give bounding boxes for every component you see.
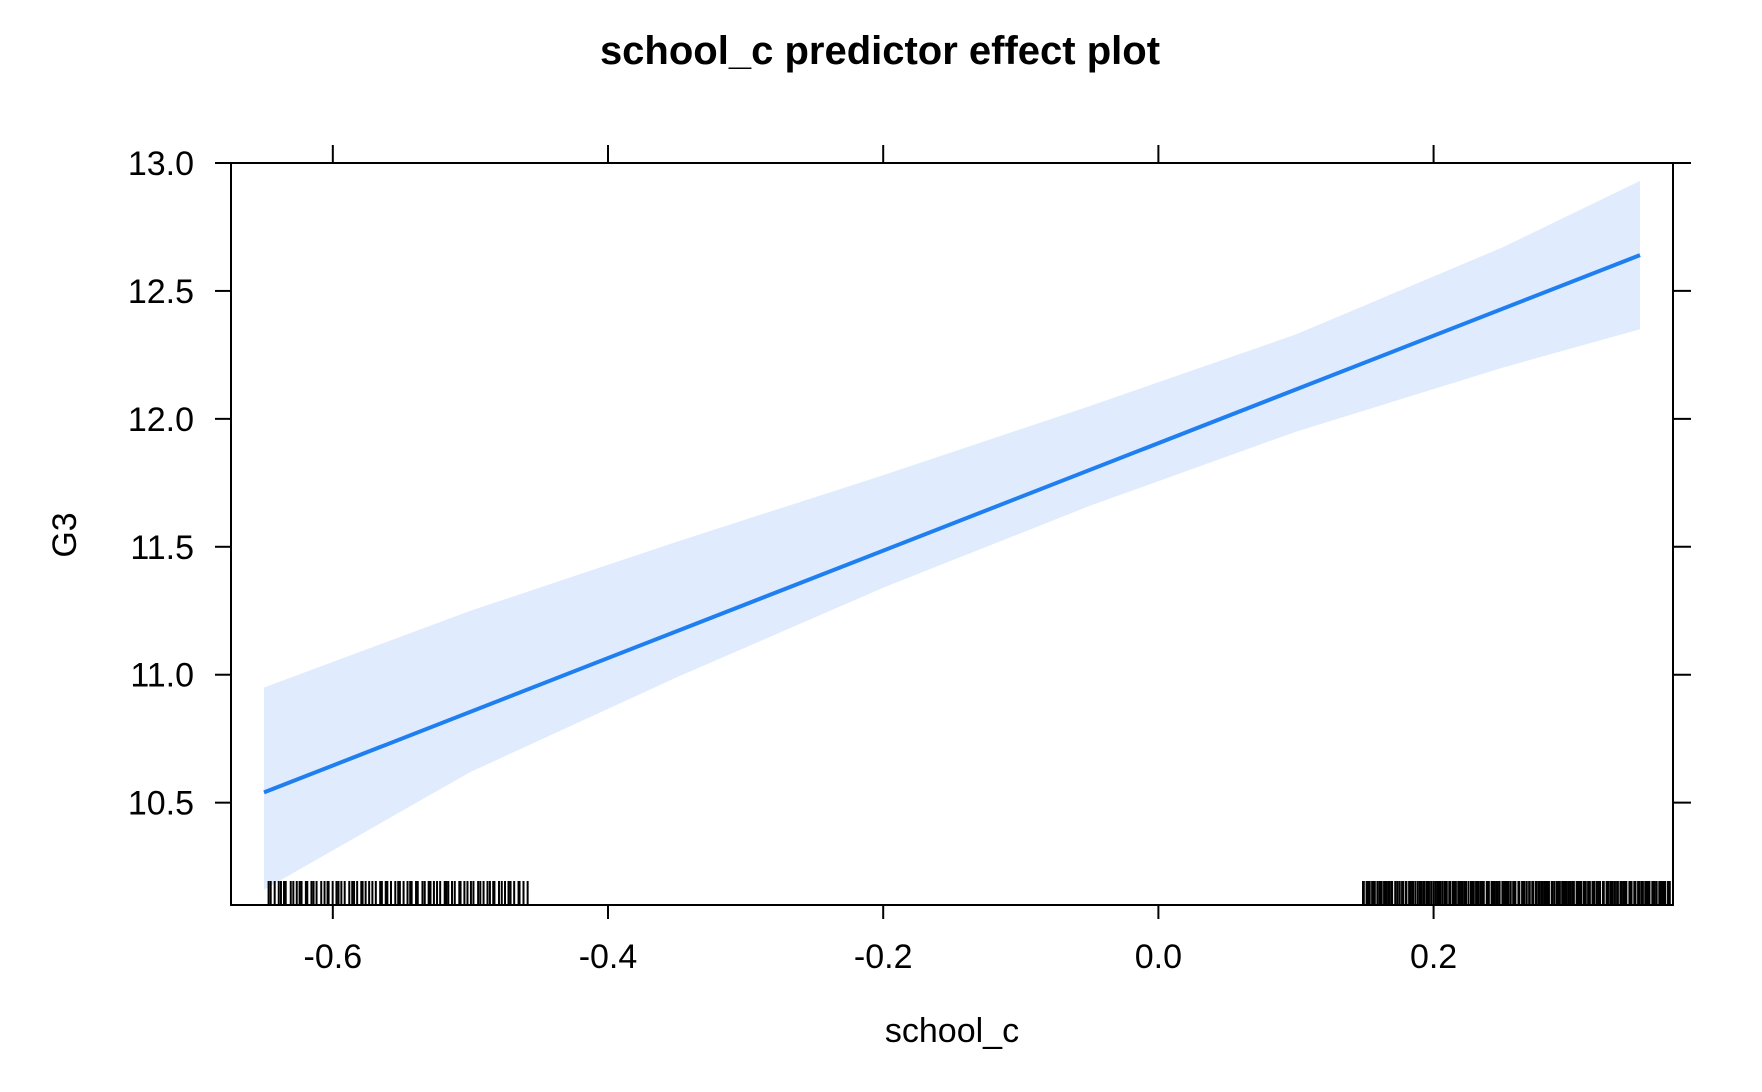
y-axis-title: G3 [46,512,84,557]
confidence-band [264,180,1640,890]
y-tick-label: 10.5 [128,785,194,823]
y-tick-label: 11.0 [130,657,194,695]
chart-title: school_c predictor effect plot [600,29,1160,73]
y-tick-label: 11.5 [130,529,194,567]
x-tick-label: -0.2 [854,938,913,976]
plot-frame [230,162,1674,906]
fit-line-0 [263,253,1641,795]
x-tick-label: -0.4 [579,938,638,976]
confidence-band-layer [264,180,1640,890]
x-axis: -0.6 -0.4 -0.2 0.0 0.2 [304,145,1457,976]
y-axis: 10.5 11.0 11.5 12.0 12.5 13.0 [128,145,1691,823]
fit-line-layer [263,253,1641,795]
y-tick-label: 13.0 [128,145,194,183]
y-tick-label: 12.0 [128,401,194,439]
rug-layer [267,881,1671,905]
x-tick-label: 0.2 [1410,938,1457,976]
x-tick-label: -0.6 [304,938,363,976]
y-tick-label: 12.5 [128,273,194,311]
x-axis-title: school_c [885,1012,1019,1050]
x-tick-label: 0.0 [1135,938,1182,976]
